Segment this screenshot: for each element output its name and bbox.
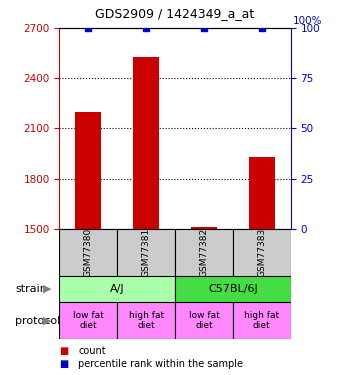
Text: count: count [78,346,106,355]
Text: ■: ■ [59,346,69,355]
Bar [133,57,159,229]
Text: GSM77383: GSM77383 [257,228,266,277]
Text: GSM77381: GSM77381 [142,228,151,277]
Bar [191,227,217,229]
Text: percentile rank within the sample: percentile rank within the sample [78,359,243,369]
Text: ▶: ▶ [43,316,52,326]
Text: high fat
diet: high fat diet [129,311,164,330]
Text: protocol: protocol [15,316,61,326]
Text: C57BL/6J: C57BL/6J [208,284,258,294]
Text: high fat
diet: high fat diet [244,311,279,330]
Text: low fat
diet: low fat diet [189,311,219,330]
Bar [175,229,233,276]
Bar [59,276,175,302]
Bar [175,276,291,302]
Bar [117,302,175,339]
Text: GDS2909 / 1424349_a_at: GDS2909 / 1424349_a_at [96,7,255,20]
Text: GSM77382: GSM77382 [200,228,208,277]
Bar [175,302,233,339]
Bar [249,157,275,229]
Bar [59,302,117,339]
Bar [75,112,101,229]
Text: A/J: A/J [110,284,125,294]
Text: low fat
diet: low fat diet [73,311,104,330]
Text: ■: ■ [59,359,69,369]
Bar [233,229,291,276]
Bar [59,229,117,276]
Text: ▶: ▶ [43,284,52,294]
Bar [117,229,175,276]
Bar [233,302,291,339]
Text: strain: strain [15,284,47,294]
Text: 100%: 100% [292,16,322,26]
Text: GSM77380: GSM77380 [84,228,93,277]
